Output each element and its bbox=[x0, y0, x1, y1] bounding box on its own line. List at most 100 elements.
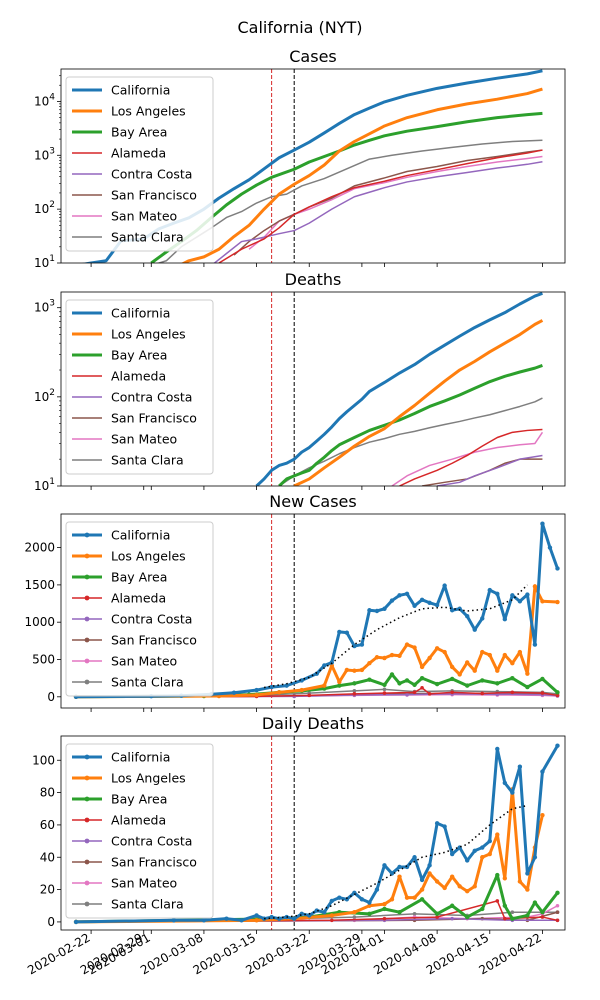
data-point-bay-area bbox=[465, 683, 470, 688]
data-point-los-angeles bbox=[449, 664, 455, 670]
data-point-bay-area bbox=[449, 903, 455, 908]
series-line-alameda bbox=[76, 900, 558, 923]
data-point-california bbox=[404, 864, 410, 870]
deaths-axes-frame bbox=[60, 291, 566, 487]
legend-label-santa-clara: Santa Clara bbox=[111, 675, 184, 690]
data-point-california bbox=[502, 617, 508, 622]
data-point-alameda bbox=[510, 690, 515, 695]
data-point-bay-area bbox=[367, 911, 372, 917]
legend-label-california: California bbox=[111, 83, 170, 98]
data-point-california bbox=[254, 913, 259, 918]
data-point-california bbox=[404, 591, 410, 597]
y-tick-label: 101 bbox=[34, 254, 55, 270]
y-tick-label: 60 bbox=[40, 818, 55, 832]
data-point-los-angeles bbox=[389, 652, 395, 658]
data-point-los-angeles bbox=[502, 652, 508, 658]
y-tick-label: 80 bbox=[40, 786, 55, 800]
legend-label-california: California bbox=[111, 528, 170, 543]
legend-label-bay-area: Bay Area bbox=[111, 792, 167, 807]
data-point-santa-clara bbox=[352, 689, 357, 693]
legend-label-contra-costa: Contra Costa bbox=[111, 612, 192, 627]
data-point-california bbox=[307, 913, 312, 918]
deaths-panel: Deaths 101 102 103 California Los Angeles Bay … bbox=[34, 270, 566, 493]
legend-label-san-francisco: San Francisco bbox=[111, 855, 197, 870]
data-point-los-angeles bbox=[434, 879, 440, 884]
data-point-alameda bbox=[412, 690, 417, 695]
data-point-bay-area bbox=[465, 914, 470, 920]
data-point-alameda bbox=[307, 693, 312, 698]
legend-label-california: California bbox=[111, 306, 170, 321]
data-point-california bbox=[555, 743, 560, 748]
data-point-california bbox=[517, 764, 523, 769]
data-point-contra-costa bbox=[450, 916, 454, 921]
data-point-california bbox=[465, 858, 470, 863]
data-point-california bbox=[540, 521, 545, 526]
data-point-los-angeles bbox=[299, 687, 304, 693]
data-point-los-angeles bbox=[517, 879, 523, 884]
data-point-los-angeles bbox=[517, 649, 523, 655]
data-point-california bbox=[517, 599, 523, 604]
data-point-los-angeles bbox=[532, 584, 538, 589]
data-point-los-angeles bbox=[329, 913, 335, 918]
legend-label-santa-clara: Santa Clara bbox=[111, 453, 184, 468]
legend-label-alameda: Alameda bbox=[111, 591, 166, 606]
series-line-santa-clara bbox=[278, 397, 543, 486]
data-point-los-angeles bbox=[434, 646, 440, 651]
series-line-bay-area bbox=[278, 364, 543, 486]
data-point-alameda bbox=[495, 899, 500, 903]
data-point-san-francisco bbox=[555, 910, 560, 915]
legend-label-los-angeles: Los Angeles bbox=[111, 104, 186, 119]
legend-label-san-francisco: San Francisco bbox=[111, 633, 197, 648]
legend-label-santa-clara: Santa Clara bbox=[111, 230, 184, 245]
data-point-santa-clara bbox=[412, 912, 417, 916]
data-point-california bbox=[322, 663, 327, 668]
data-point-california bbox=[555, 566, 560, 571]
data-point-los-angeles bbox=[367, 903, 372, 908]
deaths-plot-area bbox=[255, 292, 544, 486]
legend-label-santa-clara: Santa Clara bbox=[111, 897, 184, 912]
new-cases-title: New Cases bbox=[269, 492, 356, 511]
data-point-california bbox=[374, 887, 380, 892]
legend-label-san-mateo: San Mateo bbox=[111, 209, 177, 224]
data-point-bay-area bbox=[382, 906, 387, 912]
data-point-california bbox=[434, 602, 440, 608]
legend-marker bbox=[84, 817, 90, 823]
new-cases-axes-frame bbox=[60, 513, 566, 709]
data-point-california bbox=[472, 848, 477, 853]
data-point-california bbox=[397, 864, 402, 870]
data-point-california bbox=[359, 642, 365, 647]
data-point-los-angeles bbox=[352, 910, 357, 915]
data-point-california bbox=[547, 545, 553, 550]
data-point-california bbox=[487, 838, 492, 844]
data-point-los-angeles bbox=[480, 649, 485, 655]
series-line-contra-costa bbox=[436, 454, 543, 486]
data-point-california bbox=[487, 587, 492, 593]
data-point-los-angeles bbox=[465, 889, 470, 894]
data-point-california bbox=[472, 627, 477, 632]
legend-marker bbox=[84, 679, 90, 685]
new-cases-panel: New Cases 0 500 1000 1500 2000 California Los A… bbox=[24, 492, 566, 712]
y-tick-label: 500 bbox=[32, 653, 55, 667]
data-point-california bbox=[269, 684, 274, 690]
data-point-bay-area bbox=[412, 682, 417, 688]
legend-marker bbox=[84, 754, 90, 760]
cases-title: Cases bbox=[289, 47, 337, 66]
data-point-los-angeles bbox=[404, 642, 410, 647]
data-point-california bbox=[382, 863, 387, 868]
data-point-california bbox=[495, 591, 500, 597]
data-point-los-angeles bbox=[404, 895, 410, 900]
data-point-bay-area bbox=[434, 911, 440, 917]
data-point-bay-area bbox=[540, 676, 545, 682]
data-point-bay-area bbox=[352, 681, 357, 686]
data-point-los-angeles bbox=[412, 895, 417, 900]
data-point-bay-area bbox=[434, 681, 440, 687]
data-point-alameda bbox=[427, 692, 432, 696]
data-point-alameda bbox=[540, 691, 545, 695]
legend-label-los-angeles: Los Angeles bbox=[111, 771, 186, 786]
data-point-california bbox=[427, 863, 432, 868]
deaths-title: Deaths bbox=[285, 270, 342, 289]
y-tick-label: 0 bbox=[47, 690, 55, 704]
data-point-los-angeles bbox=[382, 655, 387, 661]
legend-marker bbox=[84, 796, 90, 802]
legend-label-san-mateo: San Mateo bbox=[111, 432, 177, 447]
